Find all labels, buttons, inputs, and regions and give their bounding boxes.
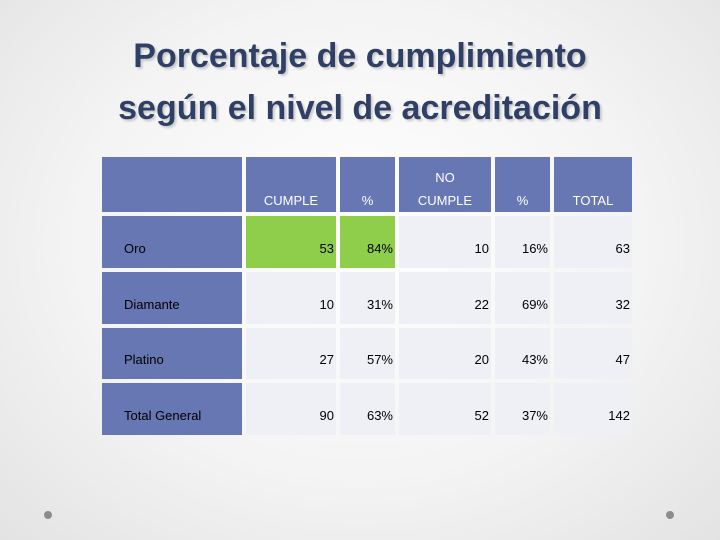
cell-oro-pct-cumple: 84% xyxy=(340,216,395,268)
slide-title: Porcentaje de cumplimiento según el nive… xyxy=(0,30,720,134)
header-no-cumple: NO CUMPLE xyxy=(399,157,491,212)
header-pct-no-cumple: % xyxy=(495,157,550,212)
cell-platino-cumple: 27 xyxy=(246,328,336,379)
cell-diamante-total: 32 xyxy=(554,272,632,324)
header-corner xyxy=(102,157,242,212)
cell-diamante-cumple: 10 xyxy=(246,272,336,324)
cell-total-total: 142 xyxy=(554,383,632,435)
row-label-total-general: Total General xyxy=(102,383,242,435)
header-pct-cumple: % xyxy=(340,157,395,212)
cell-total-pct-no-cumple: 37% xyxy=(495,383,550,435)
header-cumple: CUMPLE xyxy=(246,157,336,212)
cell-oro-cumple: 53 xyxy=(246,216,336,268)
cell-total-pct-cumple: 63% xyxy=(340,383,395,435)
cell-diamante-pct-cumple: 31% xyxy=(340,272,395,324)
cell-platino-no-cumple: 20 xyxy=(399,328,491,379)
row-label-diamante: Diamante xyxy=(102,272,242,324)
decorative-dot-left xyxy=(44,511,52,519)
header-total: TOTAL xyxy=(554,157,632,212)
cell-diamante-pct-no-cumple: 69% xyxy=(495,272,550,324)
decorative-dot-right xyxy=(666,511,674,519)
cell-oro-total: 63 xyxy=(554,216,632,268)
cell-total-cumple: 90 xyxy=(246,383,336,435)
header-no-cumple-label: CUMPLE xyxy=(417,193,473,208)
row-label-platino: Platino xyxy=(102,328,242,379)
cell-oro-pct-no-cumple: 16% xyxy=(495,216,550,268)
cell-platino-total: 47 xyxy=(554,328,632,379)
cell-oro-no-cumple: 10 xyxy=(399,216,491,268)
cell-diamante-no-cumple: 22 xyxy=(399,272,491,324)
title-line-2: según el nivel de acreditación xyxy=(118,89,602,127)
title-line-1: Porcentaje de cumplimiento xyxy=(133,37,587,75)
header-no-label: NO xyxy=(435,170,455,185)
cell-total-no-cumple: 52 xyxy=(399,383,491,435)
row-label-oro: Oro xyxy=(102,216,242,268)
cell-platino-pct-cumple: 57% xyxy=(340,328,395,379)
cell-platino-pct-no-cumple: 43% xyxy=(495,328,550,379)
